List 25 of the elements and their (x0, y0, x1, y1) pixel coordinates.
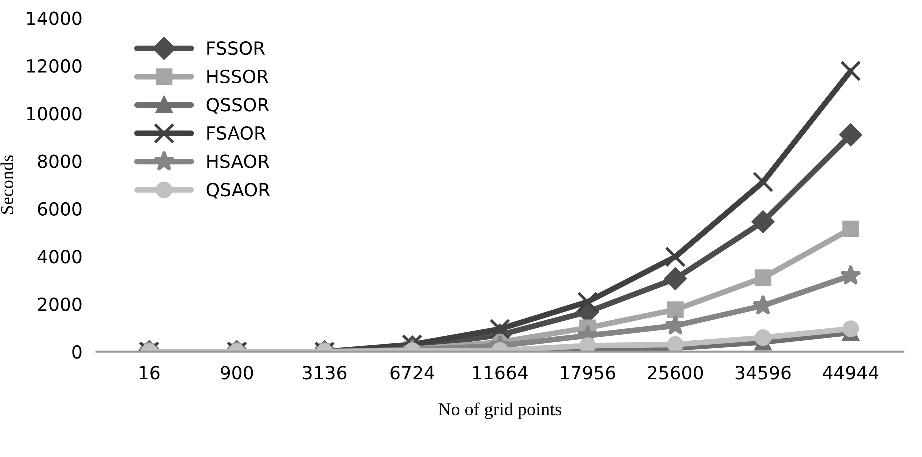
y-tick-label: 10000 (27, 107, 82, 121)
y-tick-label: 4000 (38, 250, 82, 264)
legend-label: FSAOR (208, 126, 266, 140)
y-axis-title: Seconds (0, 156, 14, 214)
y-tick-label: 12000 (27, 59, 82, 74)
y-tick-label: 6000 (38, 202, 82, 216)
x-axis-title: No of grid points (438, 402, 562, 420)
y-tick-label: 2000 (38, 298, 82, 312)
x-tick-label: 17956 (561, 366, 616, 380)
legend-label: HSAOR (208, 154, 270, 168)
x-tick-label: 6724 (390, 366, 434, 380)
x-tick-label: 34596 (736, 366, 791, 380)
x-tick-label: 25600 (648, 366, 704, 380)
legend-label: QSSOR (206, 98, 270, 114)
x-tick-label: 16 (140, 366, 160, 380)
y-tick-label: 14000 (27, 12, 82, 26)
y-tick-label: 8000 (38, 154, 82, 168)
legend-label: HSSOR (208, 70, 269, 84)
x-tick-label: 900 (221, 366, 254, 380)
legend-label: FSSOR (208, 42, 266, 56)
x-tick-label: 11664 (473, 366, 528, 380)
legend-label: QSAOR (206, 183, 270, 199)
x-tick-label: 3136 (303, 366, 347, 380)
y-tick-label: 0 (72, 345, 82, 360)
x-tick-label: 44944 (823, 366, 879, 380)
